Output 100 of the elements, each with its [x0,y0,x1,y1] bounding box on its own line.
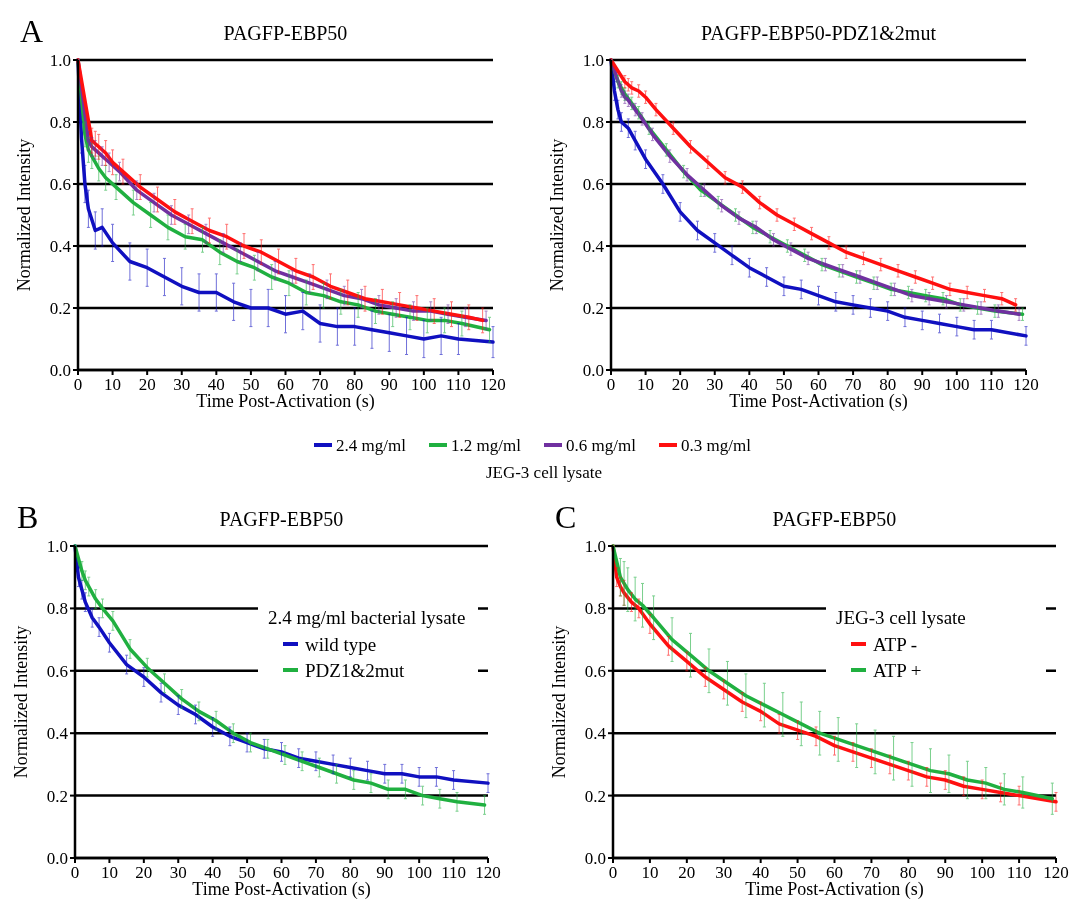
x-tick-label: 50 [242,375,260,394]
y-axis-title: Normalized Intensity [549,625,569,779]
y-tick-label: 0.2 [582,299,604,318]
chart-title: PAGFP-EBP50-PDZ1&2mut [701,22,937,44]
x-tick-label: 0 [70,863,80,882]
y-tick-label: 0.0 [46,849,68,868]
x-tick-label: 40 [740,375,758,394]
y-tick-label: 0.0 [49,361,71,380]
x-tick-label: 100 [969,863,995,882]
x-tick-label: 30 [169,863,187,882]
text: A [20,13,44,49]
legend-label: ATP - [873,634,918,655]
y-tick-label: 0.8 [49,113,71,132]
x-tick-label: 100 [411,375,437,394]
x-tick-label: 10 [104,375,122,394]
legend-label: 0.3 mg/ml [681,436,752,455]
x-tick-label: 20 [138,375,156,394]
x-tick-label: 60 [810,375,827,394]
y-tick-label: 0.2 [46,786,68,806]
x-tick-label: 100 [406,863,432,882]
y-tick-label: 0.0 [582,361,604,380]
x-tick-label: 10 [641,863,659,882]
x-tick-label: 90 [936,863,954,882]
x-tick-label: 60 [273,863,290,882]
x-tick-label: 120 [1043,863,1069,882]
y-tick-label: 0.6 [584,661,606,681]
text: B [17,499,39,535]
x-tick-label: 80 [899,863,917,882]
x-tick-label: 0 [608,863,618,882]
y-tick-label: 0.6 [582,175,604,194]
x-tick-label: 60 [277,375,294,394]
text: C [555,499,577,535]
x-tick-label: 120 [475,863,501,882]
y-tick-label: 1.0 [582,51,604,70]
x-tick-label: 40 [752,863,770,882]
x-axis-title: Time Post-Activation (s) [192,879,371,900]
x-tick-label: 120 [1013,375,1039,394]
x-tick-label: 40 [207,375,225,394]
x-axis-title: Time Post-Activation (s) [729,391,908,412]
x-tick-label: 110 [441,863,467,882]
y-tick-label: 0.4 [582,237,605,256]
y-tick-label: 0.8 [582,113,604,132]
legend-label: ATP + [873,660,922,681]
y-tick-label: 1.0 [46,537,68,556]
y-tick-label: 0.4 [49,237,72,256]
y-tick-label: 1.0 [584,537,606,556]
x-tick-label: 70 [844,375,862,394]
y-tick-label: 0.8 [584,599,606,619]
y-tick-label: 0.4 [46,724,69,744]
x-tick-label: 20 [671,375,689,394]
x-tick-label: 0 [73,375,83,394]
legend-label: wild type [305,634,377,655]
x-tick-label: 50 [789,863,807,882]
y-tick-label: 0.0 [584,849,606,868]
x-tick-label: 80 [879,375,897,394]
x-tick-label: 50 [775,375,793,394]
x-tick-label: 0 [606,375,616,394]
x-tick-label: 30 [173,375,191,394]
legend-title: JEG-3 cell lysate [836,607,966,628]
y-axis-title: Normalized Intensity [547,138,567,292]
x-tick-label: 90 [380,375,398,394]
chart-title: PAGFP-EBP50 [772,508,897,530]
y-tick-label: 0.8 [46,599,68,619]
x-tick-label: 80 [341,863,359,882]
x-tick-label: 80 [346,375,364,394]
x-tick-label: 110 [1006,863,1032,882]
x-tick-label: 30 [715,863,733,882]
legend-label: 2.4 mg/ml [336,436,407,455]
chart-title: PAGFP-EBP50 [219,508,344,530]
y-tick-label: 0.2 [49,299,71,318]
y-tick-label: 0.6 [49,175,71,194]
y-tick-label: 1.0 [49,51,71,70]
x-tick-label: 20 [135,863,153,882]
x-axis-title: Time Post-Activation (s) [745,879,924,900]
y-axis-title: Normalized Intensity [14,138,34,292]
x-axis-title: Time Post-Activation (s) [196,391,375,412]
chart-title: PAGFP-EBP50 [223,22,348,44]
x-tick-label: 90 [913,375,931,394]
legend-label: 0.6 mg/ml [566,436,637,455]
x-tick-label: 70 [311,375,329,394]
legend-title: JEG-3 cell lysate [485,463,603,482]
x-tick-label: 120 [480,375,506,394]
x-tick-label: 60 [826,863,843,882]
y-axis-title: Normalized Intensity [11,625,31,779]
x-tick-label: 70 [862,863,880,882]
x-tick-label: 100 [944,375,970,394]
legend-title: 2.4 mg/ml bacterial lysate [268,607,466,628]
y-tick-label: 0.6 [46,661,68,681]
x-tick-label: 110 [445,375,471,394]
x-tick-label: 70 [307,863,325,882]
x-tick-label: 40 [204,863,222,882]
x-tick-label: 90 [376,863,394,882]
x-tick-label: 10 [100,863,118,882]
x-tick-label: 50 [238,863,256,882]
legend-label: 1.2 mg/ml [451,436,522,455]
y-tick-label: 0.4 [584,724,607,744]
x-tick-label: 20 [678,863,696,882]
legend-label: PDZ1&2mut [305,660,405,681]
x-tick-label: 30 [706,375,724,394]
y-tick-label: 0.2 [584,786,606,806]
